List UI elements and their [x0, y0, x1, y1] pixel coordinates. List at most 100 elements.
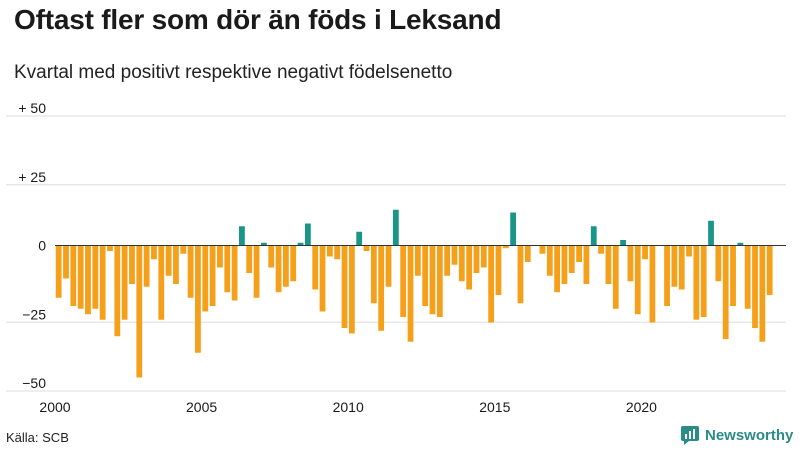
bar	[253, 245, 260, 298]
bar	[231, 245, 238, 301]
x-tick-label: 2010	[333, 399, 364, 415]
bar	[312, 245, 319, 290]
bar	[678, 245, 685, 290]
bar	[451, 245, 458, 265]
bar	[737, 242, 744, 246]
bar	[546, 245, 553, 276]
bar	[385, 245, 392, 287]
y-tick-label: + 50	[18, 100, 46, 116]
bar	[568, 245, 575, 273]
y-tick-label: −25	[22, 306, 46, 322]
bar	[136, 245, 143, 378]
bar	[700, 245, 707, 317]
x-tick-label: 2015	[479, 399, 510, 415]
bar	[165, 245, 172, 276]
bar	[224, 245, 231, 293]
bar	[107, 245, 113, 251]
bar	[370, 245, 377, 304]
bar	[436, 245, 443, 317]
bar	[195, 245, 201, 353]
bar	[627, 245, 634, 282]
bar	[590, 226, 597, 246]
bar	[649, 245, 656, 323]
newsworthy-logo-icon	[681, 426, 699, 445]
y-tick-label: −50	[22, 375, 46, 391]
bar	[70, 245, 77, 306]
bar	[517, 245, 524, 304]
bar	[422, 245, 429, 306]
bar	[400, 245, 407, 317]
bar	[488, 245, 495, 323]
bar	[664, 245, 670, 306]
bar	[510, 212, 517, 246]
bar	[77, 245, 84, 309]
source-note: Källa: SCB	[6, 430, 69, 445]
bar	[363, 245, 370, 251]
x-tick-label: 2005	[186, 399, 217, 415]
bar	[378, 245, 385, 331]
x-tick-label: 2020	[626, 399, 657, 415]
bar	[744, 245, 751, 309]
bar	[561, 245, 568, 284]
brand-name: Newsworthy	[705, 426, 794, 444]
chart-title: Oftast fler som dör än föds i Leksand	[14, 4, 502, 35]
bar	[297, 242, 304, 246]
bar	[730, 245, 736, 306]
bar	[187, 245, 194, 298]
bar	[458, 245, 465, 282]
bar	[348, 245, 355, 334]
bar	[444, 245, 451, 276]
bar	[356, 231, 363, 246]
bar	[217, 245, 223, 268]
bar	[209, 245, 216, 306]
bar	[414, 245, 421, 276]
bar	[114, 245, 121, 337]
bar	[473, 245, 480, 273]
bar	[715, 245, 722, 282]
bar	[583, 245, 590, 284]
bars	[55, 209, 773, 378]
bar	[85, 245, 91, 315]
bar	[334, 245, 341, 260]
bar	[180, 245, 187, 254]
bar	[766, 245, 773, 295]
bar	[752, 245, 758, 328]
chart-subtitle: Kvartal med positivt respektive negativt…	[14, 62, 453, 83]
bar	[143, 245, 150, 287]
bar	[693, 245, 700, 320]
bar	[173, 245, 179, 284]
bar	[326, 245, 333, 257]
bar	[261, 242, 267, 246]
bar	[158, 245, 165, 320]
bar	[63, 245, 69, 279]
bar	[304, 223, 311, 246]
y-tick-label: 0	[38, 238, 46, 254]
axes: + 50 + 25 0 −25 −50 2000 2005 2010 2015 2020	[18, 100, 786, 415]
gridlines	[6, 115, 786, 392]
bar	[539, 245, 546, 254]
bar	[708, 220, 714, 246]
bar	[407, 245, 414, 342]
bar	[576, 245, 582, 262]
bar	[239, 226, 245, 246]
bar	[55, 245, 62, 298]
bar	[129, 245, 135, 284]
bar	[283, 245, 289, 287]
bar	[495, 245, 502, 295]
bar	[151, 245, 157, 260]
bar	[290, 245, 297, 282]
bar	[246, 245, 253, 273]
bar	[612, 245, 619, 309]
bar	[202, 245, 209, 312]
bar	[502, 245, 509, 249]
bar	[429, 245, 436, 315]
bar	[605, 245, 612, 284]
bar	[642, 245, 648, 260]
bar	[268, 245, 275, 268]
bar	[686, 245, 692, 257]
bar	[392, 209, 399, 246]
bar	[121, 245, 128, 320]
bar	[671, 245, 678, 287]
y-tick-label: + 25	[18, 169, 46, 185]
